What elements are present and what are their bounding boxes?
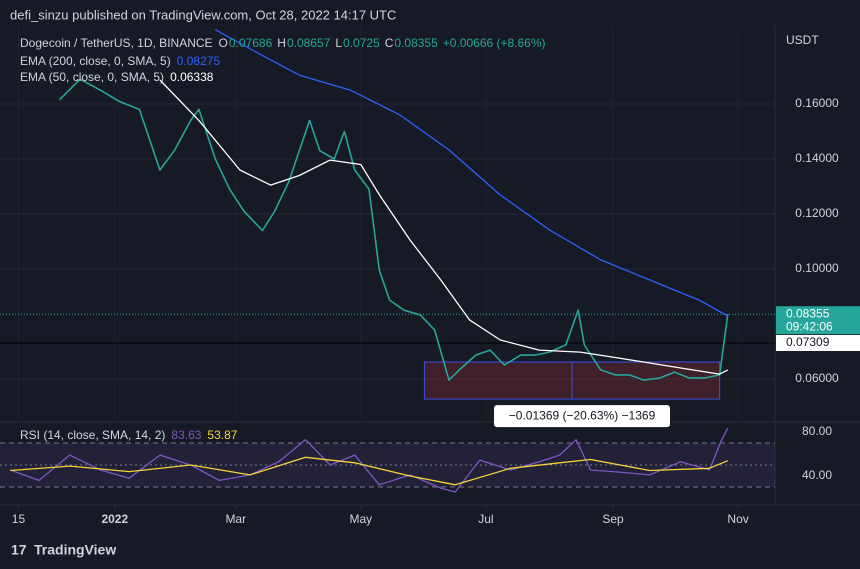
x-tick-label: Sep: [602, 512, 624, 526]
ohlc-label: O: [219, 36, 228, 50]
series-line: [58, 78, 729, 381]
y-tick-label: 40.00: [802, 468, 832, 482]
y-tick-label: 0.10000: [795, 261, 839, 275]
price-label: 0.07309: [786, 335, 830, 349]
series-line: [10, 427, 729, 493]
price-label-bg: [776, 335, 860, 352]
indicator-value: 0.06338: [170, 70, 214, 84]
currency: USDT: [786, 33, 819, 47]
x-tick-label: 2022: [101, 512, 128, 526]
brand: TradingView: [34, 542, 116, 558]
measure-label: −0.01369 (−20.63%) −1369: [509, 408, 656, 422]
ohlc-value: 0.08657: [287, 36, 331, 50]
indicator-value: 0.08275: [177, 54, 221, 68]
y-tick-label: 0.14000: [795, 151, 839, 165]
price-label: 0.08355: [786, 306, 830, 320]
ohlc-label: C: [385, 36, 394, 50]
x-tick-label: Jul: [478, 512, 493, 526]
ohlc-label: H: [277, 36, 286, 50]
y-tick-label: 0.06000: [795, 371, 839, 385]
brand-logo: 17: [11, 542, 27, 558]
change: +0.00666 (+8.66%): [443, 36, 546, 50]
y-tick-label: 80.00: [802, 424, 832, 438]
series-line: [10, 456, 729, 486]
rsi-value: 83.63: [171, 428, 201, 442]
legend-title: Dogecoin / TetherUS, 1D, BINANCE: [20, 36, 213, 50]
price-label-time: 09:42:06: [786, 319, 833, 333]
y-tick-label: 0.16000: [795, 96, 839, 110]
x-tick-label: May: [350, 512, 373, 526]
x-tick-label: 15: [12, 512, 26, 526]
measure-label-bg: [494, 405, 671, 428]
price-label-bg: [776, 306, 860, 335]
indicator-name: EMA (200, close, 0, SMA, 5): [20, 54, 171, 68]
ohlc-value: 0.08355: [394, 36, 438, 50]
x-tick-label: Mar: [225, 512, 246, 526]
y-tick-label: 0.12000: [795, 206, 839, 220]
publisher: defi_sinzu published on TradingView.com,…: [10, 7, 396, 22]
series-line: [214, 29, 729, 317]
rsi-title: RSI (14, close, SMA, 14, 2): [20, 428, 165, 442]
x-tick-label: Nov: [727, 512, 748, 526]
ohlc-label: L: [335, 36, 342, 50]
ohlc-value: 0.0725: [343, 36, 380, 50]
ohlc-value: 0.07686: [229, 36, 273, 50]
indicator-name: EMA (50, close, 0, SMA, 5): [20, 70, 164, 84]
series-line: [159, 79, 729, 375]
rsi-sma-value: 53.87: [207, 428, 237, 442]
